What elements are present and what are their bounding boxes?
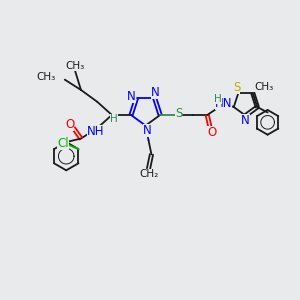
Text: S: S xyxy=(175,107,182,120)
Text: N: N xyxy=(151,86,160,99)
Text: HN: HN xyxy=(215,97,232,110)
Text: S: S xyxy=(233,81,241,94)
Text: CH₃: CH₃ xyxy=(254,82,274,92)
Text: H: H xyxy=(110,114,118,124)
Text: O: O xyxy=(207,126,216,139)
Text: N: N xyxy=(127,90,136,103)
Text: NH: NH xyxy=(87,125,104,138)
Text: CH₂: CH₂ xyxy=(139,169,158,179)
Text: O: O xyxy=(65,118,74,131)
Text: CH₃: CH₃ xyxy=(36,72,55,82)
Text: CH₃: CH₃ xyxy=(65,61,85,71)
Text: N: N xyxy=(143,124,152,137)
Text: Cl: Cl xyxy=(57,137,69,150)
Text: N: N xyxy=(241,114,250,128)
Text: H: H xyxy=(214,94,222,104)
